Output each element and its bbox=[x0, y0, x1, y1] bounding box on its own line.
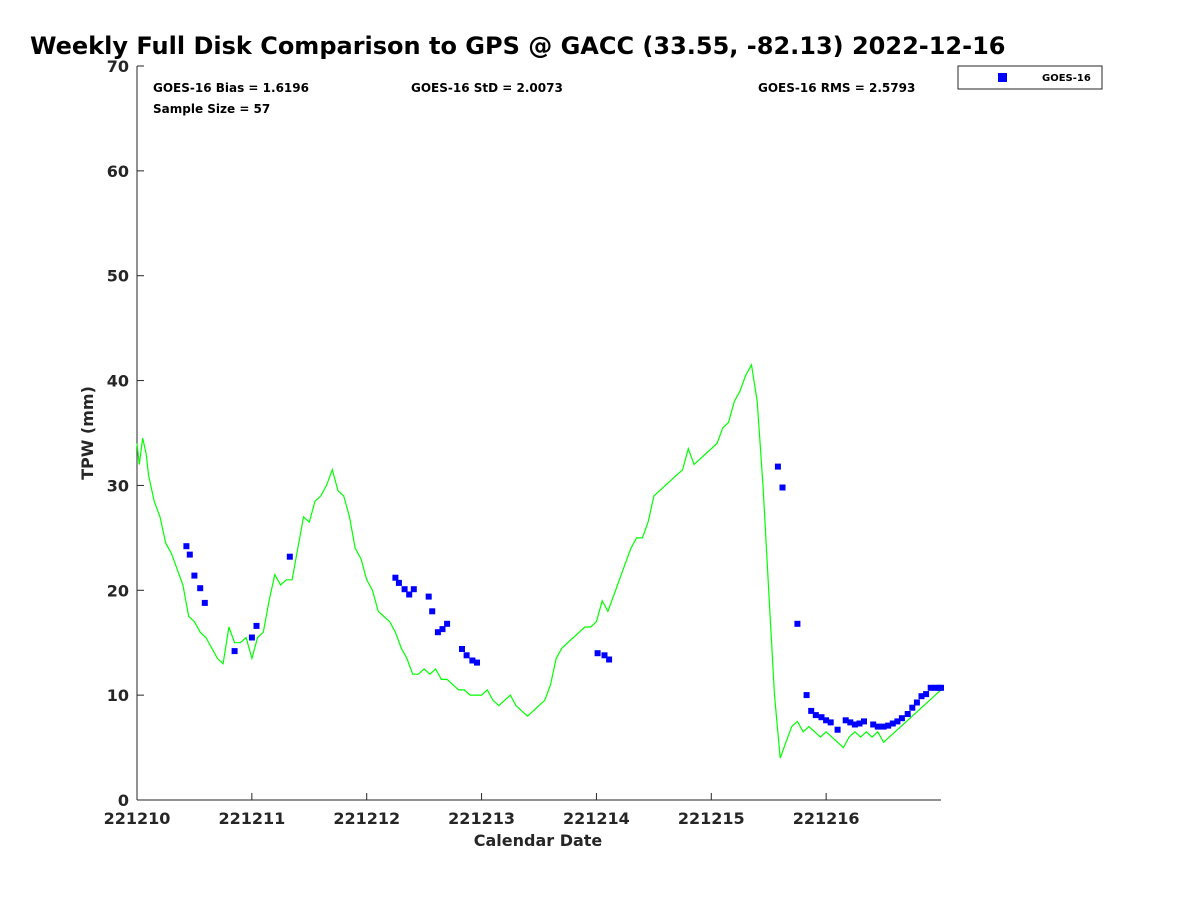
legend-marker-goes bbox=[998, 73, 1007, 82]
goes-point bbox=[474, 659, 480, 666]
x-tick-label: 221213 bbox=[448, 809, 515, 828]
goes-series bbox=[183, 463, 944, 733]
goes-point bbox=[779, 484, 786, 491]
goes-point bbox=[601, 652, 608, 659]
x-tick-label: 221215 bbox=[678, 809, 745, 828]
plot-area bbox=[136, 66, 941, 801]
gps-line bbox=[136, 362, 942, 759]
goes-point bbox=[392, 574, 399, 581]
goes-point bbox=[938, 684, 944, 691]
goes-point bbox=[459, 646, 465, 652]
goes-point bbox=[913, 699, 920, 706]
goes-point bbox=[774, 463, 781, 470]
goes-point bbox=[885, 722, 892, 729]
goes-point bbox=[201, 599, 208, 606]
goes-point bbox=[231, 648, 238, 655]
x-tick-label: 221210 bbox=[104, 809, 171, 828]
goes-point bbox=[918, 693, 925, 700]
goes-point bbox=[606, 656, 613, 663]
goes-point bbox=[808, 707, 815, 714]
goes-point bbox=[874, 723, 881, 730]
goes-point bbox=[889, 720, 896, 727]
goes-point bbox=[191, 572, 198, 579]
goes-point bbox=[463, 652, 470, 659]
goes-point bbox=[927, 684, 934, 691]
goes-point bbox=[183, 543, 190, 550]
goes-point bbox=[401, 586, 408, 593]
bias-stat: GOES-16 Bias = 1.6196 bbox=[153, 81, 309, 95]
goes-point bbox=[842, 717, 849, 724]
goes-point bbox=[406, 591, 413, 598]
y-tick-label: 30 bbox=[107, 476, 129, 495]
rms-stat: GOES-16 RMS = 2.5793 bbox=[758, 81, 915, 95]
goes-point bbox=[923, 691, 930, 698]
goes-point bbox=[894, 718, 901, 725]
x-tick-label: 221211 bbox=[218, 809, 285, 828]
goes-point bbox=[904, 711, 911, 717]
legend: GOES-16 bbox=[957, 65, 1103, 90]
goes-point bbox=[410, 586, 417, 593]
y-tick-label: 60 bbox=[107, 162, 129, 181]
goes-point bbox=[594, 650, 601, 657]
goes-point bbox=[439, 626, 446, 633]
legend-box bbox=[957, 65, 1103, 90]
goes-point bbox=[812, 712, 819, 719]
std-stat: GOES-16 StD = 2.0073 bbox=[411, 81, 563, 95]
goes-point bbox=[429, 608, 436, 615]
goes-point bbox=[861, 718, 867, 725]
legend-label-goes: GOES-16 bbox=[1042, 73, 1091, 84]
goes-point bbox=[818, 714, 825, 721]
goes-point bbox=[880, 723, 887, 730]
chart-title: Weekly Full Disk Comparison to GPS @ GAC… bbox=[30, 32, 1006, 60]
y-tick-label: 10 bbox=[107, 686, 129, 705]
x-axis-label: Calendar Date bbox=[474, 831, 603, 850]
y-tick-label: 50 bbox=[107, 267, 129, 286]
y-tick-label: 40 bbox=[107, 372, 129, 391]
goes-point bbox=[197, 585, 204, 592]
goes-point bbox=[803, 692, 810, 699]
goes-point bbox=[395, 579, 402, 586]
goes-point bbox=[434, 629, 441, 636]
goes-point bbox=[847, 719, 854, 726]
goes-point bbox=[248, 634, 255, 641]
goes-point bbox=[870, 721, 877, 728]
goes-point bbox=[794, 620, 801, 627]
y-axis-label: TPW (mm) bbox=[78, 386, 97, 480]
goes-point bbox=[286, 553, 293, 560]
goes-point bbox=[851, 721, 858, 728]
gps-series bbox=[136, 362, 942, 759]
goes-point bbox=[425, 593, 432, 600]
goes-point bbox=[253, 622, 260, 629]
goes-point bbox=[186, 551, 193, 558]
goes-point bbox=[827, 719, 834, 726]
goes-point bbox=[444, 620, 451, 627]
y-tick-label: 20 bbox=[107, 581, 129, 600]
x-tick-label: 221212 bbox=[333, 809, 400, 828]
goes-point bbox=[909, 704, 916, 711]
y-tick-label: 70 bbox=[107, 57, 129, 76]
x-tick-label: 221216 bbox=[793, 809, 860, 828]
goes-point bbox=[856, 720, 863, 727]
goes-point bbox=[932, 684, 939, 691]
sample-size-stat: Sample Size = 57 bbox=[153, 102, 270, 116]
goes-point bbox=[469, 657, 476, 664]
y-tick-label: 0 bbox=[118, 791, 129, 810]
axis-ticks: 0 10 20 30 40 50 60 70 221210 221211 221212 221213 2… bbox=[104, 57, 860, 828]
goes-point bbox=[823, 717, 830, 724]
goes-point bbox=[898, 715, 905, 722]
goes-point bbox=[834, 726, 841, 733]
x-tick-label: 221214 bbox=[563, 809, 630, 828]
